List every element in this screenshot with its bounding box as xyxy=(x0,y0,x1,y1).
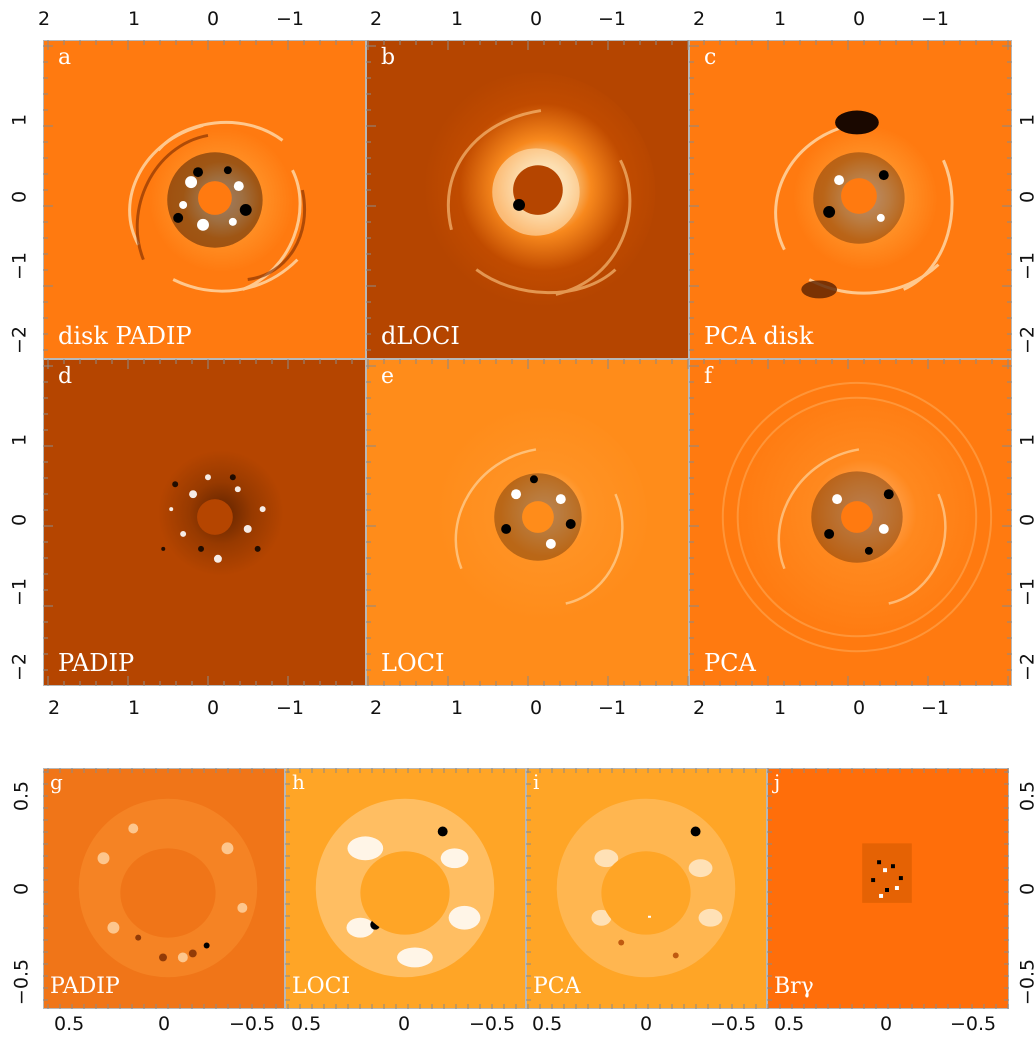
disk-image-i xyxy=(527,769,766,1008)
x-tick-label: 0 xyxy=(530,8,543,30)
y-tick-label: −2 xyxy=(8,652,31,682)
y-tick-label: 0 xyxy=(1017,514,1034,526)
x-tick-label: −1 xyxy=(921,697,950,719)
y-tick-label: −1 xyxy=(1016,251,1034,281)
y-tick-label: 0 xyxy=(1017,883,1034,895)
x-tick-label: 1 xyxy=(451,697,464,719)
x-tick-label: 0.5 xyxy=(291,1013,322,1035)
y-tick-label: 0 xyxy=(10,882,33,896)
panel-i: i PCA xyxy=(526,768,767,1009)
x-tick-label: 2 xyxy=(370,8,383,30)
x-tick-label: 2 xyxy=(693,8,706,30)
y-tick-label: −2 xyxy=(1016,652,1034,682)
panel-label: disk PADIP xyxy=(58,322,192,350)
y-tick-label: 1 xyxy=(1017,434,1034,446)
x-tick-label: −1 xyxy=(598,697,627,719)
x-tick-label: 0.5 xyxy=(532,1013,563,1035)
x-tick-label: 1 xyxy=(128,697,141,719)
x-tick-label: 2 xyxy=(693,697,706,719)
panel-letter: e xyxy=(381,364,395,389)
panel-label: PADIP xyxy=(50,974,120,999)
panel-label: Brγ xyxy=(774,974,814,999)
y-tick-label: 1 xyxy=(8,433,31,447)
y-tick-label: 0.5 xyxy=(10,780,33,812)
x-tick-label: 0 xyxy=(853,8,866,30)
y-tick-label: 1 xyxy=(1017,114,1034,126)
x-tick-label: −0.5 xyxy=(950,1013,997,1035)
disk-image-d xyxy=(44,360,365,685)
x-tick-label: 0 xyxy=(207,697,220,719)
y-tick-label: 0 xyxy=(1017,191,1034,203)
x-tick-label: 1 xyxy=(128,8,141,30)
disk-image-b xyxy=(367,41,688,358)
x-tick-label: 0 xyxy=(853,697,866,719)
y-tick-label: −0.5 xyxy=(10,958,33,1006)
y-tick-label: 0 xyxy=(8,513,31,527)
disk-image-a xyxy=(44,41,365,358)
y-tick-label: −1 xyxy=(8,577,31,607)
x-tick-label: −1 xyxy=(276,8,305,30)
panel-letter: h xyxy=(292,770,305,794)
y-tick-label: 0.5 xyxy=(1016,780,1034,812)
disk-image-e xyxy=(367,360,688,685)
x-tick-label: −1 xyxy=(276,697,305,719)
panel-j: j Brγ xyxy=(767,768,1009,1009)
panel-label: LOCI xyxy=(381,649,445,677)
y-tick-label: −2 xyxy=(1016,325,1034,355)
panel-letter: c xyxy=(704,45,717,70)
x-tick-label: 0 xyxy=(158,1013,171,1035)
x-tick-label: 0 xyxy=(398,1013,411,1035)
x-tick-label: −1 xyxy=(598,8,627,30)
panel-letter: f xyxy=(704,364,713,389)
panel-label: PCA xyxy=(704,649,756,677)
disk-image-h xyxy=(286,769,525,1008)
panel-label: PCA disk xyxy=(704,322,814,350)
panel-label: LOCI xyxy=(292,974,351,999)
panel-letter: i xyxy=(533,770,540,794)
y-tick-label: −1 xyxy=(8,251,31,281)
x-tick-label: 0.5 xyxy=(774,1013,805,1035)
x-tick-label: −1 xyxy=(921,8,950,30)
panel-g: g PADIP xyxy=(43,768,285,1009)
panel-f: f PCA xyxy=(689,359,1012,686)
x-tick-label: 1 xyxy=(774,8,787,30)
panel-letter: j xyxy=(774,770,781,794)
x-tick-label: 0 xyxy=(207,8,220,30)
panel-d: d PADIP xyxy=(43,359,366,686)
x-tick-label: 1 xyxy=(774,697,787,719)
x-tick-label: 0.5 xyxy=(54,1013,85,1035)
panel-h: h LOCI xyxy=(285,768,526,1009)
y-tick-label: −0.5 xyxy=(1016,958,1034,1006)
panel-label: dLOCI xyxy=(381,322,460,350)
panel-e: e LOCI xyxy=(366,359,689,686)
disk-image-g xyxy=(44,769,284,1008)
x-tick-label: −0.5 xyxy=(469,1013,516,1035)
x-tick-label: −0.5 xyxy=(710,1013,757,1035)
panel-letter: g xyxy=(50,770,63,794)
y-tick-label: −2 xyxy=(8,325,31,355)
panel-letter: a xyxy=(58,45,72,70)
y-tick-label: −1 xyxy=(1016,577,1034,607)
disk-image-c xyxy=(690,41,1011,358)
x-tick-label: 2 xyxy=(48,697,61,719)
panel-c: c PCA disk xyxy=(689,40,1012,359)
panel-letter: d xyxy=(58,364,73,389)
panel-label: PCA xyxy=(533,974,581,999)
y-tick-label: 1 xyxy=(8,113,31,127)
disk-image-f xyxy=(690,360,1011,685)
y-tick-label: 0 xyxy=(8,190,31,204)
panel-letter: b xyxy=(381,45,396,70)
panel-label: PADIP xyxy=(58,649,135,677)
x-tick-label: 2 xyxy=(370,697,383,719)
x-tick-label: 0 xyxy=(530,697,543,719)
panel-b: b dLOCI xyxy=(366,40,689,359)
x-tick-label: 0 xyxy=(640,1013,653,1035)
x-tick-label: 2 xyxy=(38,8,51,30)
disk-image-j xyxy=(768,769,1008,1008)
x-tick-label: 1 xyxy=(451,8,464,30)
x-tick-label: 0 xyxy=(880,1013,893,1035)
x-tick-label: −0.5 xyxy=(229,1013,276,1035)
panel-a: a disk PADIP xyxy=(43,40,366,359)
